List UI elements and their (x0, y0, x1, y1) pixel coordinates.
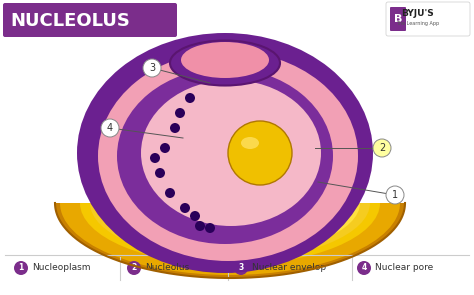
Circle shape (373, 139, 391, 157)
Ellipse shape (55, 128, 405, 278)
Circle shape (180, 203, 190, 213)
Ellipse shape (117, 68, 333, 244)
Circle shape (190, 211, 200, 221)
Circle shape (234, 261, 248, 275)
Ellipse shape (100, 151, 360, 255)
Circle shape (228, 121, 292, 185)
Text: Nucleoplasm: Nucleoplasm (32, 263, 91, 273)
Circle shape (150, 153, 160, 163)
Text: 2: 2 (379, 143, 385, 153)
Circle shape (127, 261, 141, 275)
Circle shape (386, 186, 404, 204)
Circle shape (195, 221, 205, 231)
Circle shape (205, 223, 215, 233)
Ellipse shape (77, 33, 373, 273)
Text: Nuclear pore: Nuclear pore (375, 263, 433, 273)
Ellipse shape (181, 42, 269, 78)
Circle shape (160, 143, 170, 153)
Ellipse shape (141, 80, 321, 226)
Text: 3: 3 (238, 263, 244, 273)
Circle shape (170, 123, 180, 133)
Text: 4: 4 (361, 263, 366, 273)
Ellipse shape (98, 51, 358, 261)
Circle shape (143, 59, 161, 77)
Ellipse shape (60, 131, 400, 275)
Ellipse shape (241, 137, 259, 149)
Text: B: B (394, 14, 402, 24)
FancyBboxPatch shape (386, 2, 470, 36)
Ellipse shape (90, 146, 370, 260)
Text: The Learning App: The Learning App (396, 20, 439, 25)
Ellipse shape (70, 136, 390, 270)
Text: 3: 3 (149, 63, 155, 73)
Circle shape (165, 188, 175, 198)
Text: 1: 1 (392, 190, 398, 200)
Circle shape (101, 119, 119, 137)
Text: 4: 4 (107, 123, 113, 133)
FancyBboxPatch shape (390, 7, 406, 31)
Text: BYJU'S: BYJU'S (401, 9, 434, 17)
Text: 2: 2 (131, 263, 137, 273)
Ellipse shape (170, 40, 280, 86)
Text: Nucleolus: Nucleolus (145, 263, 189, 273)
FancyBboxPatch shape (3, 3, 177, 37)
Circle shape (357, 261, 371, 275)
Circle shape (155, 168, 165, 178)
Text: NUCLEOLUS: NUCLEOLUS (10, 12, 130, 30)
Text: 1: 1 (18, 263, 24, 273)
Circle shape (185, 93, 195, 103)
Ellipse shape (80, 141, 380, 265)
Text: Nuclear envelop: Nuclear envelop (252, 263, 326, 273)
Circle shape (175, 108, 185, 118)
Ellipse shape (115, 159, 345, 247)
Circle shape (14, 261, 28, 275)
